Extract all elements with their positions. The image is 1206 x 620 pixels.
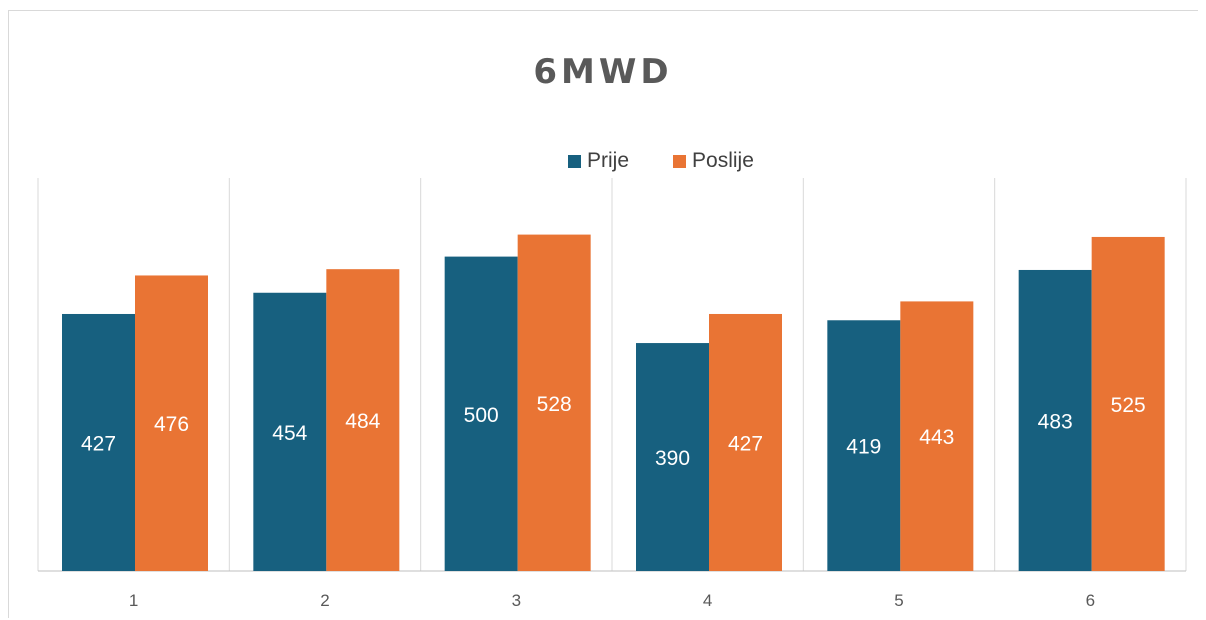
- x-tick-label-5: 5: [894, 591, 903, 610]
- x-tick-label-1: 1: [129, 591, 138, 610]
- x-tick-label-6: 6: [1086, 591, 1095, 610]
- data-label-poslije-3: 528: [537, 393, 572, 416]
- chart-title: 6MWD: [533, 52, 673, 92]
- data-label-prije-1: 427: [81, 432, 116, 455]
- chart-frame: [8, 10, 1198, 618]
- x-tick-label-4: 4: [703, 591, 712, 610]
- data-label-prije-5: 419: [846, 436, 881, 459]
- bar-prije-3: [444, 256, 518, 571]
- data-label-prije-4: 390: [655, 447, 690, 470]
- bar-poslije-6: [1091, 236, 1165, 571]
- data-label-poslije-4: 427: [728, 432, 763, 455]
- legend-item-poslije: Poslije: [673, 149, 754, 173]
- bar-prije-5: [827, 320, 901, 571]
- bar-prije-6: [1018, 269, 1092, 571]
- bar-prije-4: [636, 343, 709, 571]
- bar-prije-1: [62, 313, 135, 571]
- x-tick-label-2: 2: [320, 591, 329, 610]
- x-tick-label-3: 3: [512, 591, 521, 610]
- legend-swatch-prije: [568, 154, 581, 168]
- bar-prije-2: [253, 292, 327, 571]
- bar-poslije-4: [709, 313, 782, 571]
- data-label-prije-6: 483: [1038, 410, 1073, 433]
- legend: Prije Poslije: [568, 147, 798, 175]
- legend-label-poslije: Poslije: [692, 149, 754, 172]
- data-label-prije-3: 500: [464, 404, 499, 427]
- data-label-poslije-1: 476: [154, 413, 189, 436]
- data-label-poslije-6: 525: [1111, 394, 1146, 417]
- bar-poslije-2: [326, 269, 400, 571]
- bar-poslije-3: [517, 234, 591, 572]
- legend-label-prije: Prije: [587, 149, 630, 172]
- legend-swatch-poslije: [673, 154, 687, 168]
- data-label-prije-2: 454: [272, 422, 307, 445]
- data-label-poslije-2: 484: [345, 410, 380, 433]
- legend-item-prije: Prije: [568, 149, 629, 173]
- bar-poslije-1: [135, 275, 208, 571]
- data-label-poslije-5: 443: [919, 426, 954, 449]
- bar-poslije-5: [900, 301, 974, 571]
